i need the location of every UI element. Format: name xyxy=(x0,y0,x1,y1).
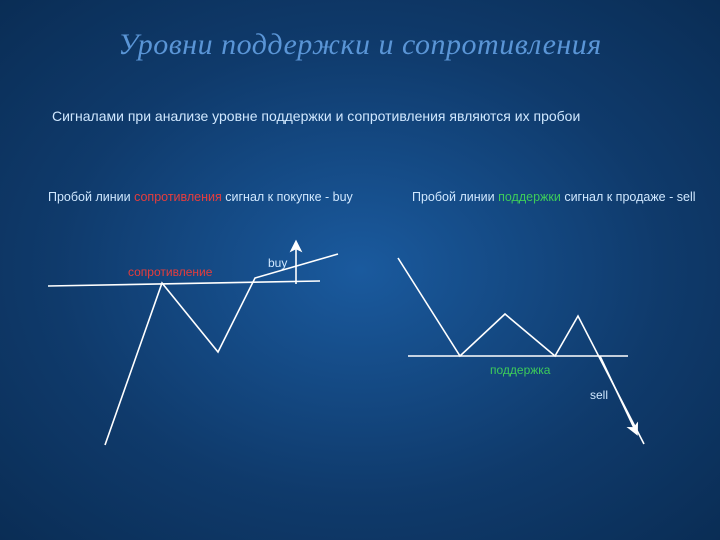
right-price-path xyxy=(398,258,644,444)
diagram-svg xyxy=(0,0,720,540)
right-arrow xyxy=(600,356,635,430)
left-level-line xyxy=(48,281,320,286)
